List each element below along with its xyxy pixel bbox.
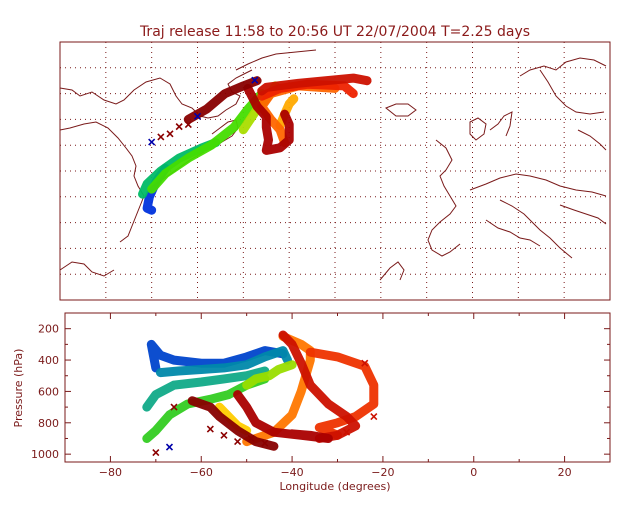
pressure-trajectory-band [242, 360, 297, 390]
x-tick-label: 0 [470, 466, 477, 479]
y-tick-label: 600 [38, 385, 59, 398]
pressure-trajectory-band [187, 396, 279, 451]
pressure-markers [152, 359, 378, 457]
y-tick-label: 400 [38, 354, 59, 367]
map-markers [148, 76, 259, 146]
y-tick-label: 1000 [31, 448, 59, 461]
map-frame [59, 41, 611, 301]
pressure-marker [261, 439, 269, 447]
coastline [385, 103, 417, 117]
map-trajectories [138, 73, 372, 215]
trajectory-band [257, 73, 372, 96]
trajectory-marker [251, 76, 259, 84]
pressure-marker [247, 434, 255, 443]
chart-title: Traj release 11:58 to 20:56 UT 22/07/200… [139, 24, 530, 40]
x-tick-label: −80 [99, 466, 122, 479]
trajectory-band [147, 89, 267, 194]
pressure-marker [343, 428, 351, 436]
y-axis-ticks: 200 400 600 800 1000 [31, 312, 610, 461]
coastline [59, 261, 115, 277]
map-panel [59, 41, 611, 301]
pressure-trajectory-band [142, 366, 270, 412]
coastline [539, 69, 605, 115]
trajectory-marker [184, 120, 192, 129]
pressure-trajectory-band [155, 346, 292, 378]
pressure-marker [206, 425, 214, 433]
trajectory-band [243, 83, 294, 155]
pressure-marker [152, 449, 160, 457]
x-tick-label: −40 [280, 466, 303, 479]
pressure-trajectories [142, 330, 379, 451]
pressure-marker [165, 443, 174, 451]
pressure-marker [370, 412, 378, 421]
trajectory-marker [157, 133, 165, 141]
x-axis-label: Longitude (degrees) [279, 480, 390, 493]
coastline [427, 139, 461, 257]
x-tick-label: −60 [190, 466, 213, 479]
x-axis-ticks: −80 −60 −40 −20 0 20 [64, 313, 611, 479]
coastline [559, 204, 607, 225]
coastline [379, 261, 405, 281]
coastline [519, 57, 607, 77]
pressure-trajectory-band [278, 330, 361, 443]
coastline [469, 117, 487, 141]
coastline [59, 121, 145, 243]
coastline [489, 111, 513, 137]
pressure-marker [361, 359, 369, 367]
trajectory-marker [175, 123, 183, 131]
coastline [235, 49, 317, 71]
trajectory-marker [148, 138, 156, 146]
coastline [469, 173, 607, 197]
pressure-marker [234, 438, 242, 446]
x-tick-label: 20 [558, 466, 572, 479]
x-tick-label: −20 [371, 466, 394, 479]
pressure-trajectory-band [146, 339, 288, 373]
coastline [499, 199, 573, 259]
trajectory-marker [193, 112, 202, 120]
y-axis-label: Pressure (hPa) [12, 349, 25, 428]
trajectory-band [183, 76, 262, 124]
y-tick-label: 800 [38, 417, 59, 430]
pressure-marker [170, 403, 178, 411]
coastline [577, 129, 607, 151]
pressure-trajectory-band [305, 347, 379, 440]
trajectory-marker [166, 130, 174, 138]
map-grid [60, 42, 610, 300]
y-tick-label: 200 [38, 323, 59, 336]
pressure-panel: −80 −60 −40 −20 0 20 200 400 600 800 1000 Longitu… [12, 312, 611, 493]
coastline [485, 219, 541, 247]
pressure-trajectory-band [233, 390, 333, 443]
pressure-marker [220, 431, 228, 439]
